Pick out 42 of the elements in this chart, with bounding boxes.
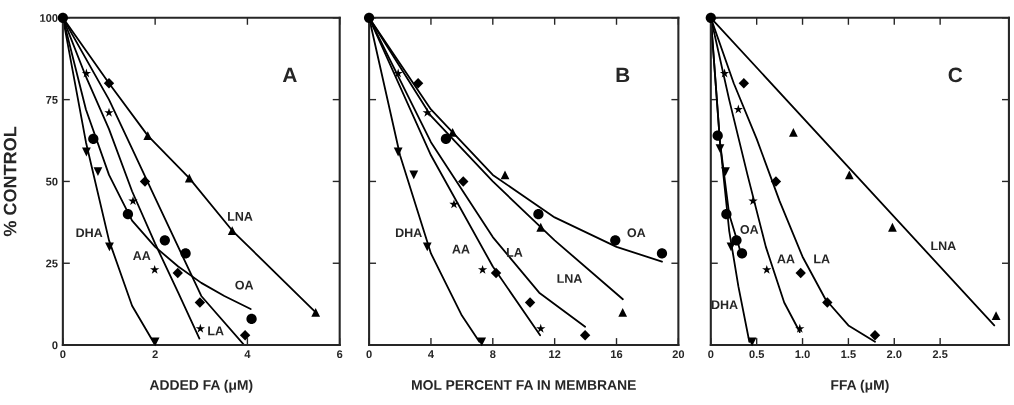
x-tick-label: 0 bbox=[60, 350, 66, 359]
annotation: DHA bbox=[395, 228, 422, 238]
x-tick-label: 20 bbox=[672, 350, 685, 359]
annotation: C bbox=[948, 67, 963, 83]
x-tick-label: 0 bbox=[366, 350, 372, 359]
x-tick-label: 4 bbox=[244, 350, 251, 358]
x-axis-title: FFA (μM) bbox=[831, 379, 889, 393]
x-tick-label: 12 bbox=[549, 350, 561, 358]
x-tick-label: 0 bbox=[708, 350, 714, 359]
annotation: OA bbox=[740, 225, 759, 234]
annotation: AA bbox=[452, 244, 470, 254]
x-tick-label: 8 bbox=[490, 350, 496, 359]
x-tick-label: 4 bbox=[428, 350, 434, 358]
y-tick-label: 25 bbox=[46, 259, 58, 268]
x-tick-label: 2.5 bbox=[932, 350, 948, 359]
annotation: LNA bbox=[557, 274, 583, 283]
x-axis-title: MOL PERCENT FA IN MEMBRANE bbox=[412, 380, 636, 390]
annotation: B bbox=[616, 67, 630, 83]
annotation: A bbox=[282, 67, 297, 83]
x-tick-label: 1.0 bbox=[795, 350, 810, 359]
annotation: LNA bbox=[228, 212, 253, 221]
y-tick-label: 100 bbox=[40, 14, 58, 22]
y-tick-label: 50 bbox=[45, 177, 58, 186]
x-tick-label: 2 bbox=[152, 350, 158, 358]
annotation: OA bbox=[235, 280, 254, 290]
annotation: LA bbox=[506, 248, 523, 257]
x-tick-label: 1.5 bbox=[841, 350, 856, 359]
annotation: LA bbox=[208, 326, 224, 336]
annotation: LA bbox=[814, 254, 830, 264]
annotation: OA bbox=[627, 228, 646, 238]
x-tick-label: 16 bbox=[611, 350, 623, 359]
annotation: LNA bbox=[931, 241, 956, 251]
y-axis-title: % CONTROL bbox=[3, 126, 17, 237]
annotation: AA bbox=[777, 254, 795, 264]
y-tick-label: 0 bbox=[52, 341, 58, 350]
x-axis-title: ADDED FA (μM) bbox=[149, 379, 253, 393]
y-tick-label: 75 bbox=[46, 96, 58, 104]
x-tick-label: 0.5 bbox=[749, 350, 765, 359]
x-tick-label: 2.0 bbox=[886, 350, 902, 359]
annotation: DHA bbox=[76, 228, 103, 238]
annotation: AA bbox=[133, 251, 151, 260]
x-tick-label: 6 bbox=[337, 350, 343, 359]
